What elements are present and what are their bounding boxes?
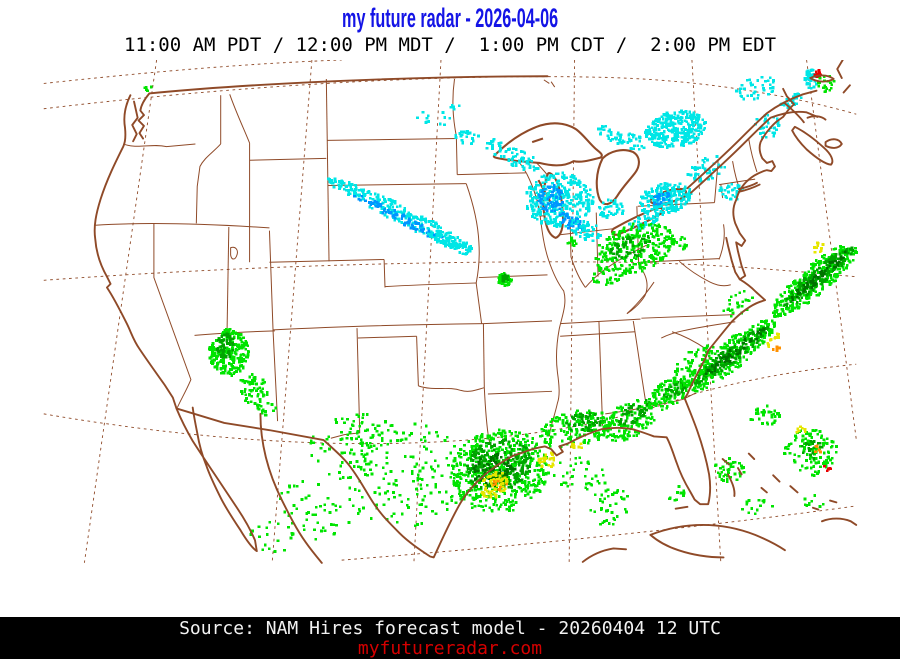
precip-layer bbox=[143, 68, 858, 553]
map-svg bbox=[43, 60, 858, 564]
timezone-times: 11:00 AM PDT / 12:00 PM MDT / 1:00 PM CD… bbox=[123, 34, 777, 56]
radar-map bbox=[0, 60, 900, 617]
page-title: my future radar - 2026-04-06 bbox=[341, 3, 559, 33]
footer: Source: NAM Hires forecast model - 20260… bbox=[0, 617, 900, 659]
lake-huron bbox=[595, 149, 640, 206]
website-text: myfutureradar.com bbox=[357, 638, 543, 659]
isle-royale bbox=[531, 137, 544, 144]
coastline-layer bbox=[93, 60, 858, 564]
source-text: Source: NAM Hires forecast model - 20260… bbox=[179, 618, 721, 639]
header: my future radar - 2026-04-06 11:00 AM PD… bbox=[0, 0, 900, 60]
